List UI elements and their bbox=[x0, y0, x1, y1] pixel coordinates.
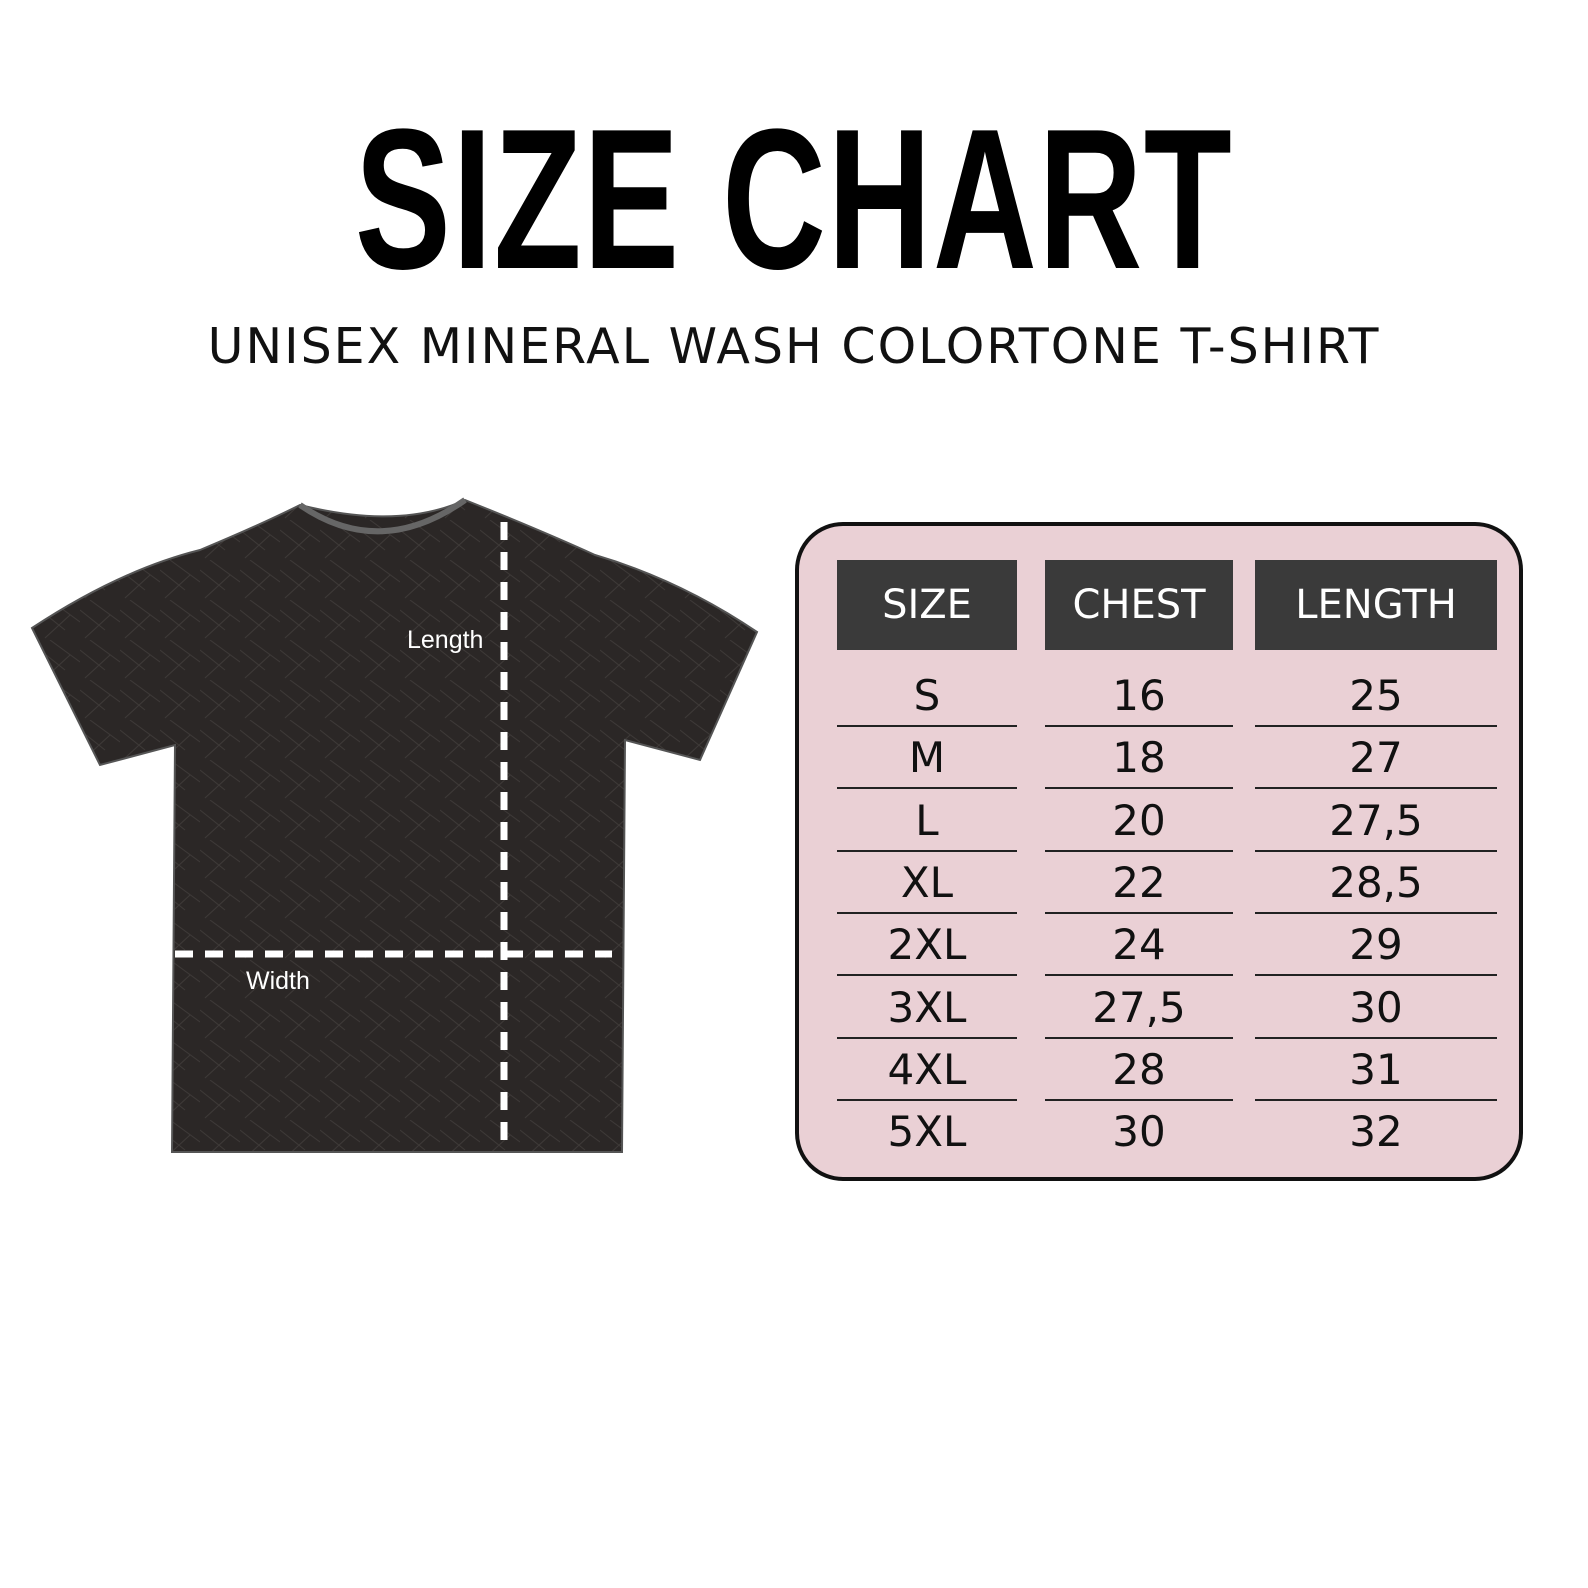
header-chest: CHEST bbox=[1045, 560, 1233, 650]
table-cell: 22 bbox=[1112, 857, 1166, 907]
header-size: SIZE bbox=[837, 560, 1017, 650]
table-cell: 32 bbox=[1349, 1107, 1403, 1157]
row-divider bbox=[837, 911, 1017, 914]
table-cell: 20 bbox=[1112, 795, 1166, 845]
row-divider bbox=[1045, 911, 1233, 914]
row-divider bbox=[1255, 911, 1497, 914]
table-cell: 4XL bbox=[887, 1044, 967, 1094]
row-divider bbox=[837, 974, 1017, 977]
table-cell: 30 bbox=[1349, 982, 1403, 1032]
row-divider bbox=[1255, 849, 1497, 852]
table-cell: 28,5 bbox=[1329, 857, 1423, 907]
table-cell: 3XL bbox=[887, 982, 967, 1032]
row-divider bbox=[1045, 974, 1233, 977]
row-divider bbox=[837, 1098, 1017, 1101]
row-divider bbox=[837, 849, 1017, 852]
page-title: SIZE CHART bbox=[354, 88, 1234, 311]
table-cell: 29 bbox=[1349, 920, 1403, 970]
table-cell: 16 bbox=[1112, 671, 1166, 720]
table-cell: 30 bbox=[1112, 1107, 1166, 1157]
table-cell: 24 bbox=[1112, 920, 1166, 970]
row-divider bbox=[1255, 725, 1497, 727]
table-cell: M bbox=[908, 733, 946, 783]
size-table: SIZE CHEST LENGTH S 16 25 M 18 27 L 20 27,5 XL 22 2… bbox=[795, 522, 1523, 1181]
table-cell: 5XL bbox=[887, 1107, 967, 1157]
row-divider bbox=[837, 1036, 1017, 1039]
table-cell: 2XL bbox=[887, 920, 967, 970]
row-divider bbox=[1255, 974, 1497, 977]
row-divider bbox=[1255, 1098, 1497, 1101]
table-cell: 27,5 bbox=[1092, 982, 1186, 1032]
row-divider bbox=[1045, 725, 1233, 727]
table-cell: 31 bbox=[1349, 1044, 1403, 1094]
header-length: LENGTH bbox=[1255, 560, 1497, 650]
row-divider bbox=[1255, 1036, 1497, 1039]
row-divider bbox=[837, 725, 1017, 727]
tshirt-shape bbox=[30, 498, 759, 1153]
table-cell: L bbox=[915, 795, 939, 845]
table-cell: 18 bbox=[1112, 733, 1166, 783]
table-cell: XL bbox=[900, 857, 954, 907]
page-subtitle: UNISEX MINERAL WASH COLORTONE T-SHIRT bbox=[207, 318, 1381, 375]
table-cell: 25 bbox=[1349, 671, 1403, 720]
table-cell: 27 bbox=[1349, 733, 1403, 783]
length-label: Length bbox=[407, 626, 484, 654]
table-cell: S bbox=[913, 671, 941, 720]
row-divider bbox=[1255, 787, 1497, 790]
tshirt-image bbox=[30, 497, 759, 1153]
table-cell: 27,5 bbox=[1329, 795, 1423, 845]
row-divider bbox=[1045, 1036, 1233, 1039]
row-divider bbox=[837, 787, 1017, 790]
row-divider bbox=[1045, 787, 1233, 790]
row-divider bbox=[1045, 1098, 1233, 1101]
table-cell: 28 bbox=[1112, 1044, 1166, 1094]
row-divider bbox=[1045, 849, 1233, 852]
width-label: Width bbox=[246, 967, 310, 995]
